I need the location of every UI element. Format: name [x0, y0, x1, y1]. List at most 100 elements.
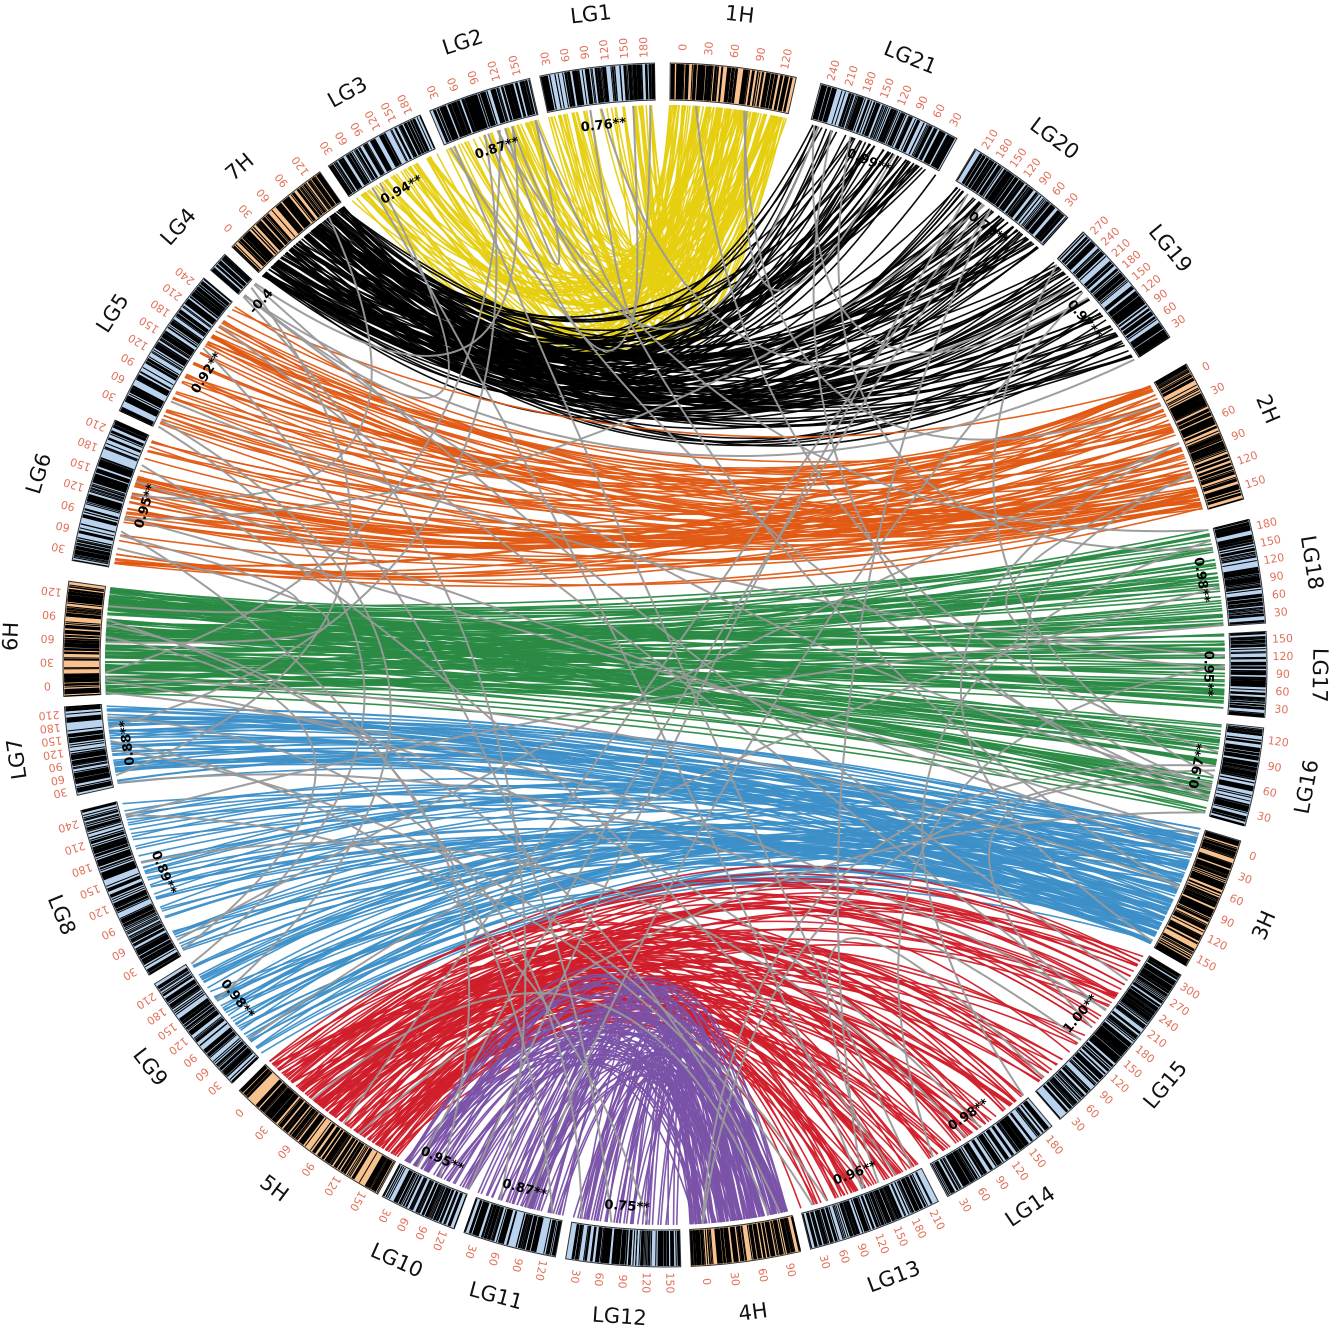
tick-label: 120	[872, 1232, 892, 1256]
tick-label: 120	[597, 39, 612, 61]
tick-label: 90	[753, 47, 768, 63]
tick-label: 90	[913, 94, 931, 112]
tick-label: 90	[1269, 569, 1285, 584]
tick-label: 120	[1009, 1159, 1032, 1184]
tick-label: 240	[57, 817, 81, 835]
segment-name: LG12	[591, 1303, 647, 1330]
tick-label: 0	[44, 679, 51, 692]
tick-label: 180	[76, 434, 100, 454]
tick-label: 60	[975, 1185, 993, 1204]
tick-label: 90	[1218, 913, 1236, 931]
tick-label: 60	[40, 632, 55, 646]
tick-label: 120	[87, 902, 111, 922]
tick-label: 30	[1209, 380, 1227, 398]
tick-label: 210	[84, 414, 108, 434]
tick-label: 60	[1083, 1102, 1102, 1121]
tick-label: 60	[1049, 179, 1068, 198]
tick-label: 90	[577, 44, 592, 60]
tick-label: 30	[1256, 809, 1273, 825]
segment-name: LG8	[43, 891, 81, 938]
tick-label: 120	[1107, 1072, 1131, 1096]
segment-name: LG7	[2, 737, 32, 781]
tick-label: 30	[728, 1271, 742, 1286]
tick-label: 120	[778, 47, 795, 70]
tick-label: 180	[1043, 1133, 1066, 1158]
tick-label: 120	[485, 59, 503, 83]
marker-stripe	[676, 1231, 677, 1266]
tick-label: 150	[1120, 1057, 1144, 1081]
segment-name: LG9	[128, 1043, 172, 1090]
tick-label: 120	[289, 154, 312, 179]
tick-label: 60	[836, 1248, 852, 1265]
tick-label: 120	[40, 584, 62, 599]
tick-label: 180	[395, 92, 416, 117]
tick-label: 90	[1230, 426, 1248, 443]
tick-label: 90	[1097, 1088, 1116, 1107]
tick-label: 210	[160, 280, 185, 303]
tick-label: 0	[1200, 359, 1212, 374]
tick-label: 60	[394, 1215, 412, 1233]
tick-label: 180	[909, 1216, 929, 1240]
tick-label: 30	[40, 656, 54, 669]
tick-label: 60	[1275, 685, 1290, 699]
marker-stripe	[65, 691, 100, 693]
marker-stripe	[681, 64, 682, 99]
tick-label: 90	[119, 350, 138, 368]
segment-name: 2H	[1251, 391, 1284, 427]
tick-label: 210	[38, 708, 60, 723]
tick-label: 150	[1259, 533, 1282, 550]
tick-label: 30	[251, 1123, 270, 1142]
tick-label: 30	[100, 386, 118, 404]
tick-label: 30	[50, 540, 66, 555]
tick-label: 210	[63, 839, 87, 858]
tick-label: 150	[1194, 953, 1219, 975]
segment-name: LG21	[881, 36, 941, 79]
tick-label: 150	[137, 314, 162, 336]
tick-label: 150	[347, 1189, 369, 1214]
correlation: 0.95**	[1200, 651, 1216, 697]
tick-label: 240	[173, 264, 197, 287]
tick-label: 30	[205, 1078, 224, 1097]
tick-label: 150	[877, 76, 897, 100]
tick-label: 180	[70, 860, 94, 879]
tick-label: 60	[930, 102, 948, 120]
tick-label: 30	[462, 1243, 479, 1260]
tick-label: 180	[860, 70, 879, 94]
tick-label: 30	[1273, 605, 1288, 619]
tick-label: 90	[509, 1257, 525, 1274]
tick-label: 120	[532, 1259, 549, 1282]
tick-label: 90	[99, 924, 117, 942]
marker-stripe	[64, 646, 99, 647]
tick-label: 120	[1235, 449, 1259, 468]
tick-label: 0	[221, 221, 235, 235]
tick-label: 90	[180, 1051, 199, 1070]
segment-name: LG14	[1001, 1181, 1060, 1231]
tick-label: 30	[1069, 1115, 1088, 1134]
marker-stripe	[1230, 692, 1265, 694]
tick-label: 120	[1262, 551, 1285, 567]
segment-name: LG16	[1290, 758, 1324, 816]
tick-label: 30	[1274, 703, 1289, 717]
tick-label: 150	[663, 1272, 676, 1293]
marker-stripe	[685, 64, 686, 99]
tick-label: 240	[1156, 1012, 1181, 1035]
marker-stripe	[64, 674, 99, 675]
tick-label: 30	[956, 1196, 974, 1215]
links	[105, 105, 1225, 1225]
tick-label: 60	[558, 47, 573, 63]
marker-stripe	[1231, 645, 1266, 646]
marker-stripe	[64, 644, 99, 645]
tick-label: 30	[1062, 190, 1081, 209]
tick-label: 60	[192, 1065, 211, 1084]
tick-label: 30	[375, 1206, 393, 1224]
tick-label: 150	[1272, 632, 1294, 646]
segment-name: LG6	[21, 450, 56, 497]
tick-label: 30	[120, 965, 139, 983]
tick-label: 60	[254, 186, 273, 205]
tick-label: 60	[54, 519, 71, 535]
tick-label: 30	[424, 83, 441, 101]
tick-label: 30	[317, 139, 336, 158]
tick-label: 60	[445, 76, 462, 94]
tick-label: 120	[1267, 734, 1289, 750]
tick-label: 60	[1228, 892, 1246, 909]
